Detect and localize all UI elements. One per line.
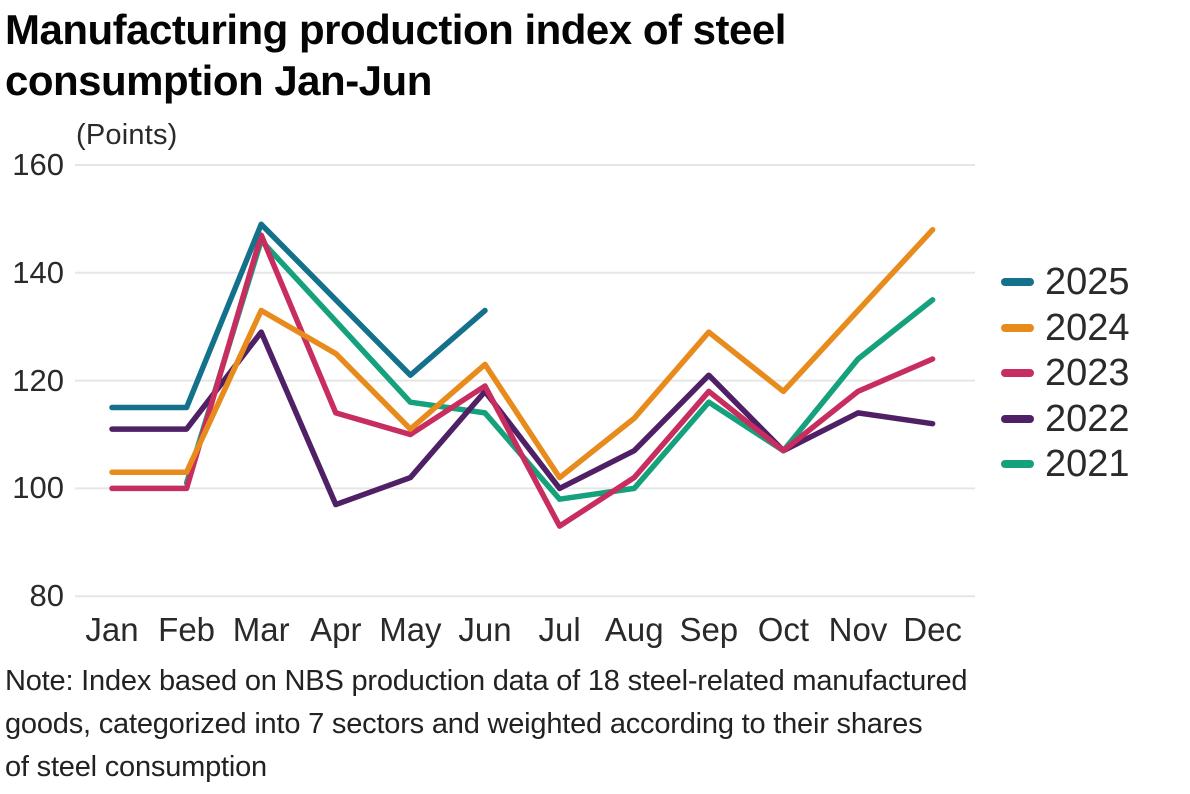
x-tick-may: May [379,611,442,648]
x-tick-jan: Jan [85,611,139,648]
series-line-2021 [183,237,936,502]
legend: 2025 2024 2023 2022 2021 [1001,263,1130,483]
legend-swatch-2023 [1001,369,1034,377]
series-line-2023 [109,232,936,529]
y-tick-120: 120 [12,362,64,398]
x-tick-jun: Jun [458,611,512,648]
x-tick-jul: Jul [538,611,581,648]
legend-swatch-2021 [1001,460,1034,468]
legend-swatch-2025 [1001,278,1034,286]
x-tick-oct: Oct [757,611,810,648]
footnote: Note: Index based on NBS production data… [5,660,1185,789]
x-tick-dec: Dec [903,611,962,648]
legend-label-2021: 2021 [1045,443,1130,485]
footnote-line1: Note: Index based on NBS production data… [5,665,968,697]
legend-item-2022: 2022 [1001,400,1130,438]
chart-title-line2: consumption Jan-Jun [5,57,432,104]
x-tick-aug: Aug [604,611,664,648]
y-tick-100: 100 [12,470,64,506]
legend-item-2025: 2025 [1001,263,1130,301]
y-tick-160: 160 [12,147,64,182]
x-tick-sep: Sep [679,611,739,648]
legend-label-2023: 2023 [1045,352,1130,394]
y-axis-unit-label: (Points) [76,119,178,151]
legend-label-2022: 2022 [1045,397,1130,440]
x-tick-nov: Nov [828,611,888,648]
x-tick-feb: Feb [158,611,216,648]
footnote-line2: goods, categorized into 7 sectors and we… [5,708,923,740]
chart-title: Manufacturing production index of steel c… [5,4,786,106]
legend-swatch-2022 [1001,414,1034,423]
legend-label-2024: 2024 [1045,306,1130,349]
series-line-2022 [109,329,936,508]
y-tick-80: 80 [29,578,64,614]
x-tick-apr: Apr [310,611,362,648]
y-tick-140: 140 [12,254,64,290]
legend-item-2024: 2024 [1001,309,1130,347]
legend-swatch-2024 [1001,323,1034,332]
series-line-2024 [109,226,936,481]
legend-label-2025: 2025 [1045,261,1130,303]
legend-item-2021: 2021 [1001,445,1130,483]
chart-title-line1: Manufacturing production index of steel [5,6,786,53]
footnote-line3: of steel consumption [5,751,267,783]
legend-item-2023: 2023 [1001,354,1130,392]
series-line-2025 [109,221,488,411]
x-tick-mar: Mar [232,611,290,648]
